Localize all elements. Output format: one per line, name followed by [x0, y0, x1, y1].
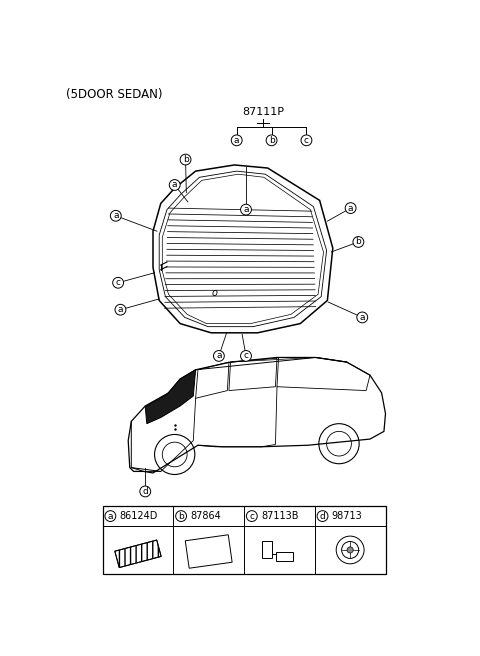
- Circle shape: [176, 510, 187, 522]
- Circle shape: [266, 135, 277, 146]
- Text: a: a: [216, 352, 222, 360]
- Text: b: b: [178, 512, 184, 521]
- Text: o: o: [212, 288, 218, 298]
- Circle shape: [240, 350, 252, 361]
- Text: 87864: 87864: [191, 511, 221, 521]
- Text: a: a: [108, 512, 113, 521]
- Circle shape: [140, 486, 151, 497]
- Text: a: a: [113, 211, 119, 220]
- Text: c: c: [243, 352, 249, 360]
- Text: a: a: [348, 203, 353, 213]
- Text: c: c: [249, 512, 254, 521]
- Circle shape: [180, 154, 191, 165]
- Text: a: a: [243, 205, 249, 214]
- Circle shape: [301, 135, 312, 146]
- Circle shape: [246, 510, 257, 522]
- Text: 98713: 98713: [332, 511, 362, 521]
- Text: b: b: [356, 237, 361, 247]
- Bar: [103, 506, 385, 574]
- Polygon shape: [145, 370, 196, 424]
- Circle shape: [115, 304, 126, 315]
- Text: d: d: [320, 512, 325, 521]
- Text: c: c: [304, 136, 309, 145]
- Bar: [276, 552, 293, 561]
- Text: 86124D: 86124D: [120, 511, 158, 521]
- Circle shape: [105, 510, 116, 522]
- Text: 87111P: 87111P: [242, 107, 284, 117]
- Circle shape: [347, 547, 353, 553]
- Bar: [263, 541, 272, 558]
- Text: a: a: [234, 136, 240, 145]
- Circle shape: [353, 237, 364, 247]
- Circle shape: [214, 350, 224, 361]
- Text: a: a: [172, 180, 178, 190]
- Text: 87113B: 87113B: [261, 511, 299, 521]
- Text: b: b: [183, 155, 189, 164]
- Circle shape: [169, 180, 180, 190]
- Circle shape: [110, 211, 121, 221]
- Circle shape: [240, 204, 252, 215]
- Circle shape: [231, 135, 242, 146]
- Text: b: b: [269, 136, 275, 145]
- Text: a: a: [360, 313, 365, 322]
- Text: d: d: [143, 487, 148, 496]
- Text: c: c: [116, 278, 120, 287]
- Circle shape: [345, 203, 356, 213]
- Circle shape: [357, 312, 368, 323]
- Circle shape: [113, 277, 123, 288]
- Text: (5DOOR SEDAN): (5DOOR SEDAN): [66, 88, 163, 101]
- Text: a: a: [118, 305, 123, 314]
- Circle shape: [317, 510, 328, 522]
